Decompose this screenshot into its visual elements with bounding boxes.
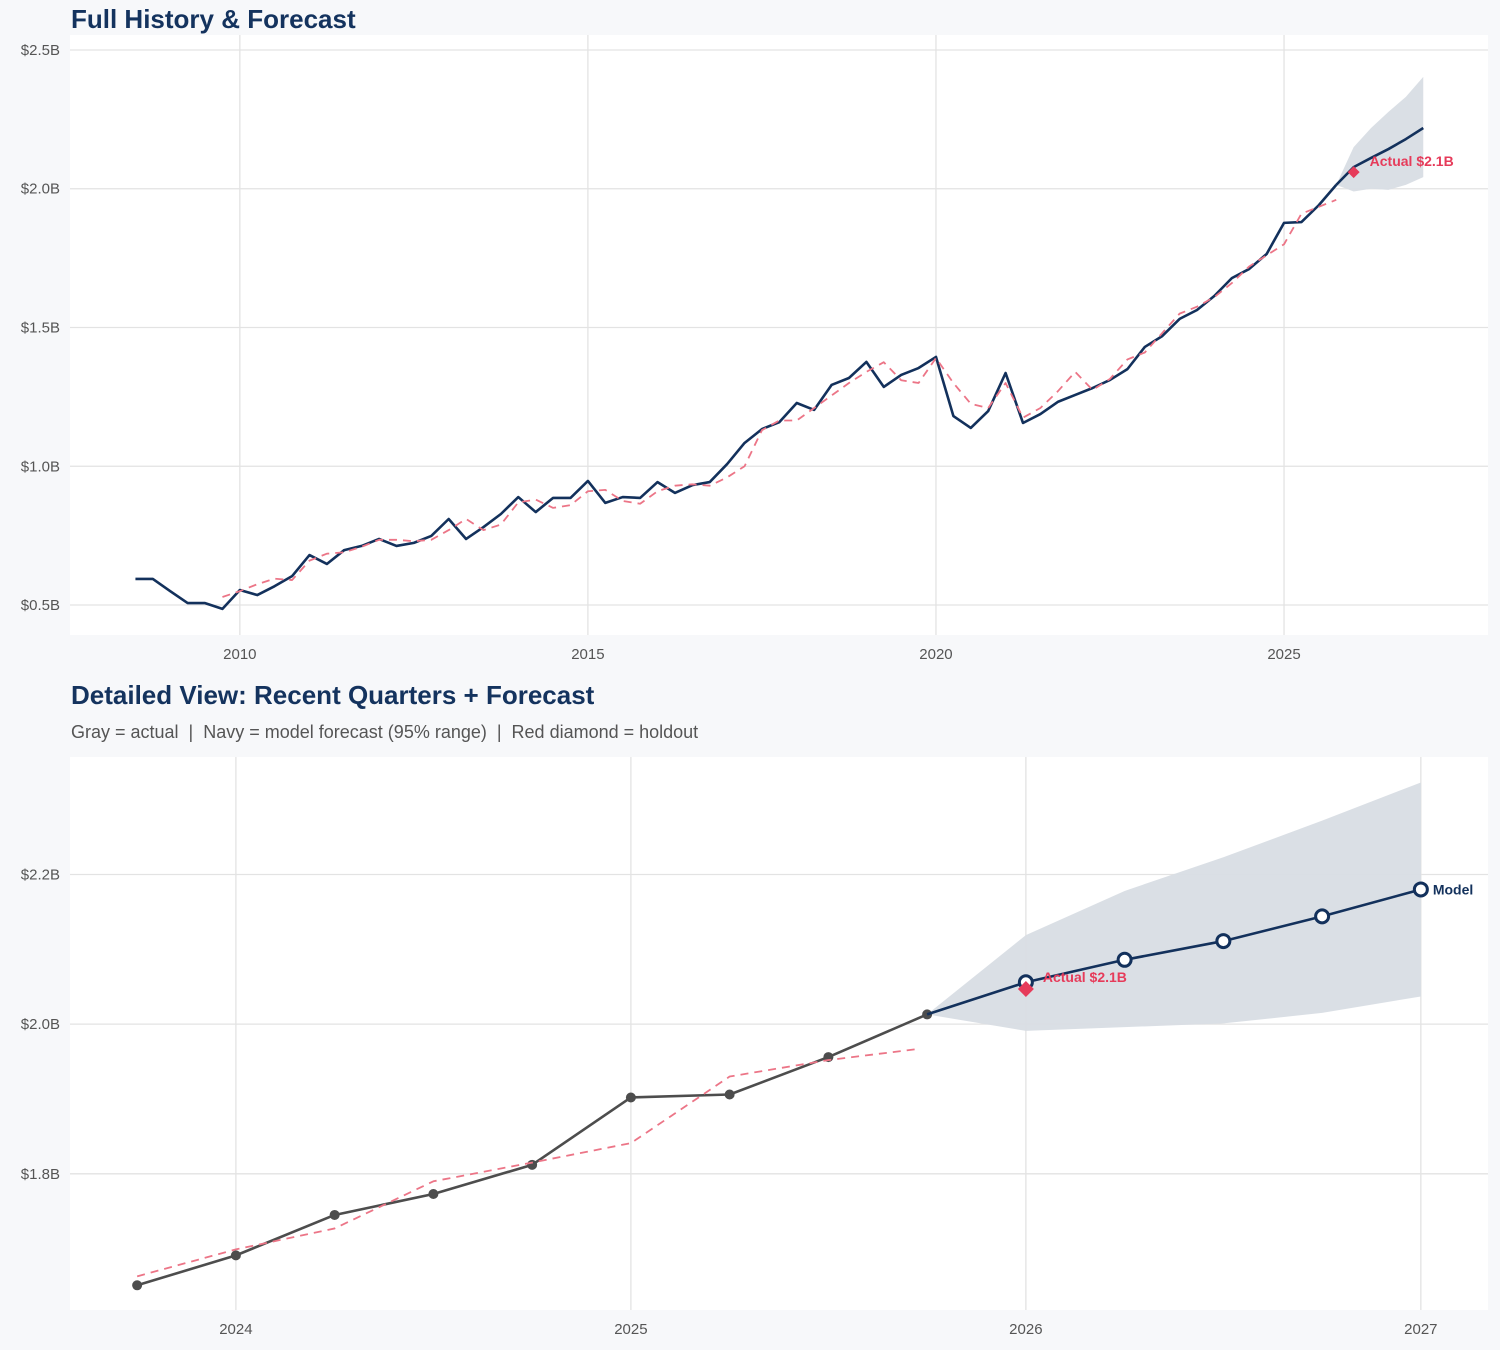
actual-point [132, 1280, 143, 1291]
y-tick-label: $0.5B [21, 597, 60, 614]
holdout-diamond-marker [1347, 166, 1360, 179]
fitted-line [222, 199, 1337, 598]
x-tick-label: 2027 [1404, 1321, 1437, 1338]
forecast-confidence-band [927, 782, 1421, 1031]
y-tick-label: $2.0B [21, 181, 60, 198]
chart-title-top: Full History & Forecast [71, 4, 356, 34]
actual-point [527, 1159, 538, 1170]
actual-point [428, 1189, 439, 1200]
y-tick-label: $1.0B [21, 458, 60, 475]
y-tick-label: $2.5B [21, 42, 60, 59]
forecast-point [1412, 881, 1429, 898]
x-tick-label: 2025 [614, 1321, 647, 1338]
forecast-line [926, 888, 1422, 1016]
forecast-series-label: Model [1433, 881, 1473, 897]
x-tick-label: 2026 [1009, 1321, 1042, 1338]
actual-point [329, 1209, 340, 1220]
y-tick-label: $2.2B [21, 866, 60, 883]
x-tick-label: 2010 [223, 646, 256, 663]
fitted-line [136, 1047, 920, 1278]
y-tick-label: $1.8B [21, 1166, 60, 1183]
y-tick-label: $1.5B [21, 320, 60, 337]
chart-panel-1: $1.8B $2.0B $2.2B 2024 2025 2026 2027 Model Actu… [21, 757, 1488, 1338]
chart-panel-0: $0.5B $1.0B $1.5B $2.0B $2.5B 2010 2015 2020 202… [21, 35, 1488, 663]
y-tick-label: $2.0B [21, 1016, 60, 1033]
actual-line [135, 184, 1338, 611]
x-tick-label: 2020 [919, 646, 952, 663]
forecast-point [1116, 951, 1133, 968]
chart-subtitle: Gray = actual | Navy = model forecast (9… [71, 722, 699, 742]
holdout-label: Actual $2.1B [1043, 969, 1127, 985]
actual-point [625, 1092, 636, 1103]
actual-point [724, 1089, 735, 1100]
x-tick-label: 2015 [571, 646, 604, 663]
holdout-diamond-marker [1017, 980, 1034, 997]
forecast-point [1215, 933, 1232, 950]
holdout-label: Actual $2.1B [1370, 153, 1454, 169]
actual-point [230, 1250, 241, 1261]
plot-area [70, 35, 1488, 635]
chart-title-bottom: Detailed View: Recent Quarters + Forecas… [71, 680, 595, 710]
x-tick-label: 2024 [219, 1321, 252, 1338]
forecast-confidence-band [1336, 76, 1424, 192]
forecast-point [1314, 908, 1331, 925]
x-tick-label: 2025 [1267, 646, 1300, 663]
